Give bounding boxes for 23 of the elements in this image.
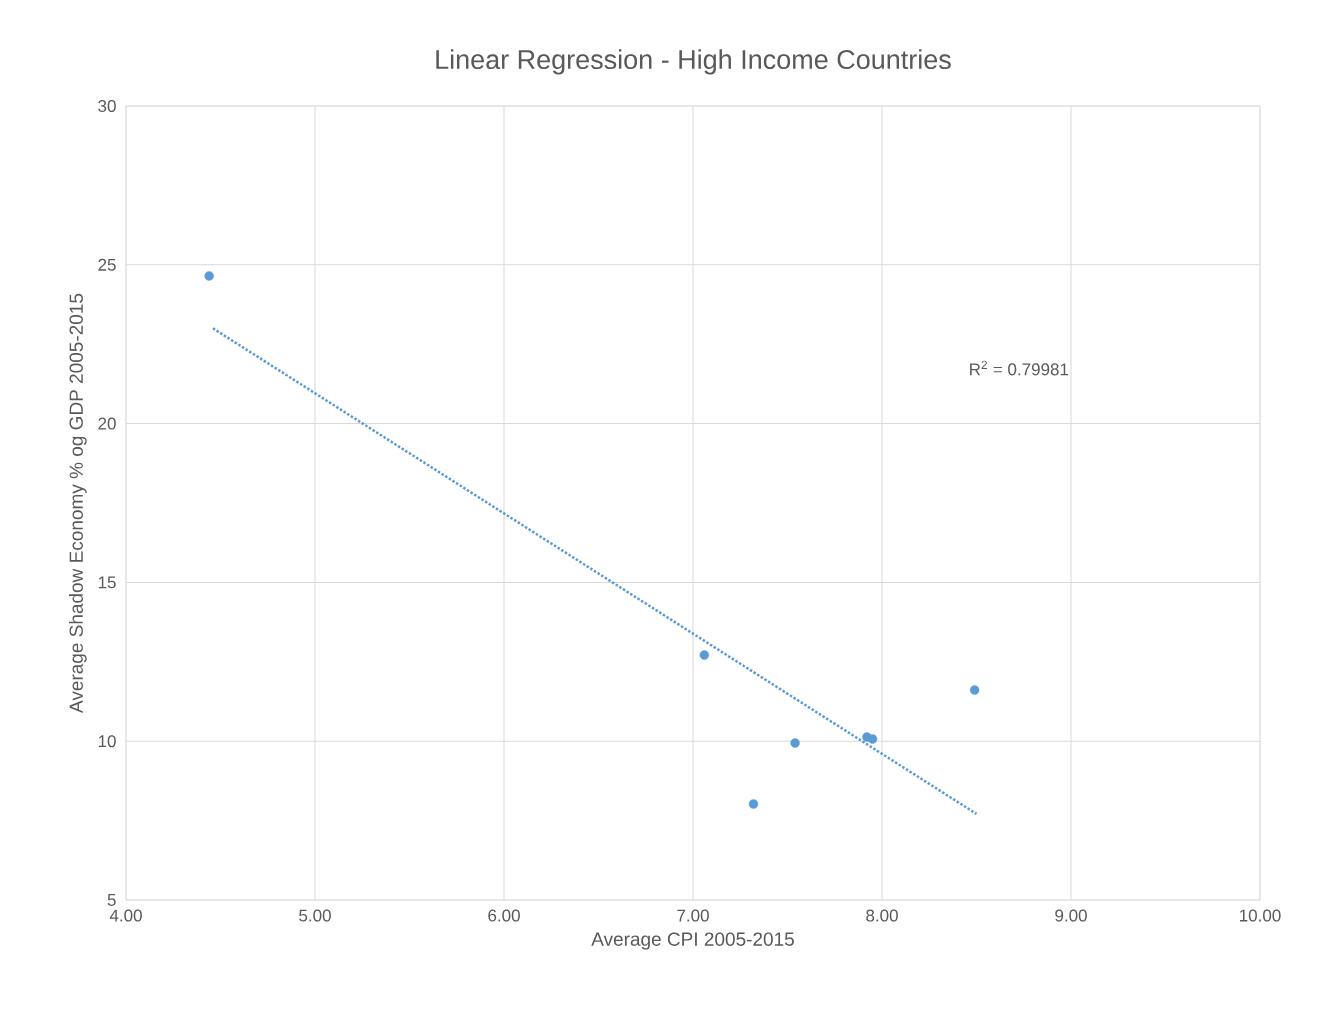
y-tick-label: 15	[98, 576, 116, 589]
annotation: R$^{2}$ = 0.79981	[970, 360, 1069, 376]
x-axis-title: Average CPI 2005-2015	[591, 932, 794, 950]
y-tick-label: 30	[98, 99, 116, 113]
point	[867, 734, 878, 744]
x-tick-label: 6.00	[488, 909, 520, 922]
y-tick-label: 10	[98, 735, 116, 748]
y-tick-label: 20	[98, 417, 116, 430]
point	[699, 650, 710, 660]
point	[790, 738, 800, 748]
x-tick-label: 5.00	[299, 909, 331, 922]
y-axis-title: Average Shadow Economy % og GDP 2005-2015	[68, 293, 87, 713]
y-tick-label: 25	[98, 258, 116, 271]
x-tick-label: 4.00	[109, 909, 142, 922]
chart-title: Linear Regression - High Income Countries	[436, 49, 951, 75]
x-tick-label: 8.00	[866, 909, 898, 922]
x-tick-label: 10.00	[1240, 909, 1281, 922]
point	[969, 685, 980, 695]
point	[204, 271, 214, 281]
y-tick-label: 5	[107, 894, 116, 906]
point	[748, 799, 759, 809]
x-tick-label: 7.00	[677, 909, 709, 922]
x-tick-label: 9.00	[1055, 909, 1087, 922]
